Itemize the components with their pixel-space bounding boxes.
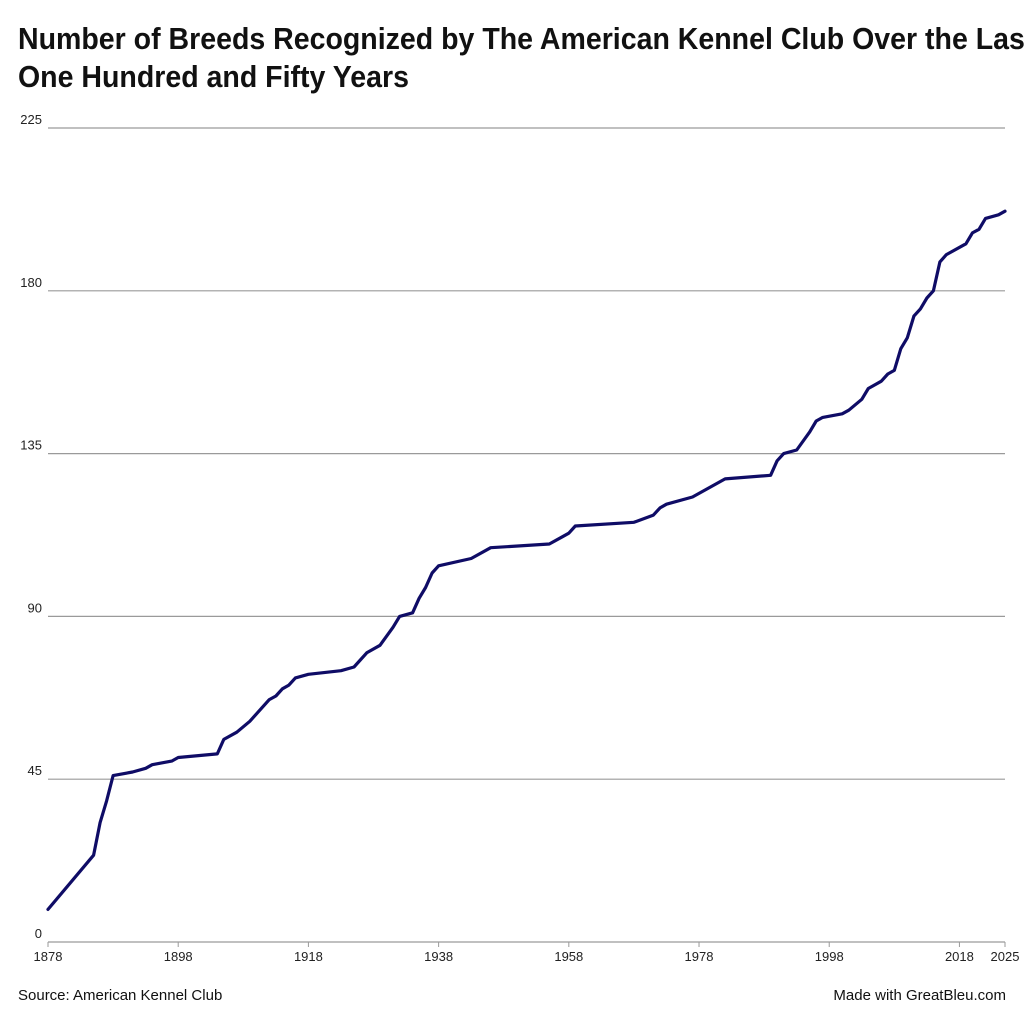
y-tick-label: 45: [28, 763, 42, 778]
x-tick-label: 1878: [34, 949, 63, 964]
y-tick-label: 135: [20, 438, 42, 453]
y-tick-label: 225: [20, 112, 42, 127]
grid-lines: [48, 127, 1005, 780]
x-tick-label: 1918: [294, 949, 323, 964]
series-line-0: [46, 209, 1007, 911]
x-axis: [47, 941, 1006, 947]
x-tick-label: 2018: [945, 949, 974, 964]
y-tick-label: 180: [20, 275, 42, 290]
credit-note: Made with GreatBleu.com: [833, 987, 1006, 1004]
y-tick-label: 90: [28, 600, 42, 615]
x-tick-labels: 1878 1898 1918 1938 1958 1978 1998 2018 2025: [34, 949, 1020, 964]
x-tick-label: 1938: [424, 949, 453, 964]
x-tick-label: 1958: [554, 949, 583, 964]
y-tick-labels: 0 45 90 135 180 225: [20, 112, 42, 941]
x-tick-label: 2025: [991, 949, 1020, 964]
series-lines: [46, 209, 1007, 911]
x-tick-label: 1978: [685, 949, 714, 964]
x-tick-label: 1898: [164, 949, 193, 964]
y-tick-label: 0: [35, 926, 42, 941]
x-tick-label: 1998: [815, 949, 844, 964]
source-note: Source: American Kennel Club: [18, 987, 223, 1004]
chart-title-line-2: One Hundred and Fifty Years: [18, 59, 409, 94]
chart-title: Number of Breeds Recognized by The Ameri…: [18, 20, 1024, 96]
chart-title-line-1: Number of Breeds Recognized by The Ameri…: [18, 21, 1024, 56]
